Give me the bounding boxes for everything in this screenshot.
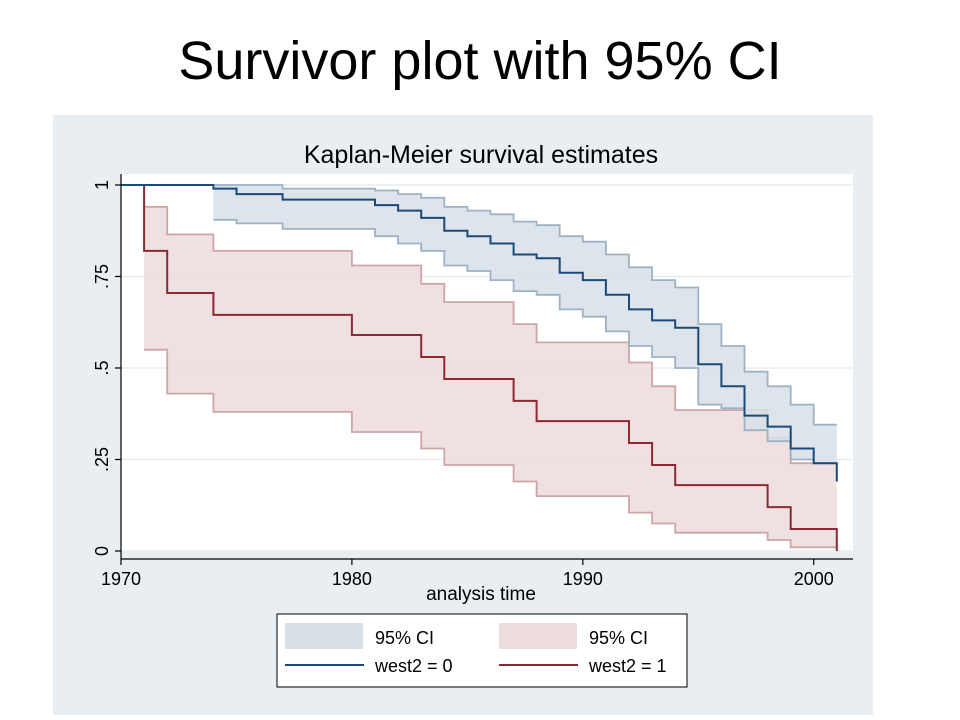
- ci-lower-series-1: [144, 348, 837, 549]
- axis-layer: 0 .25 .5 .75 1 1970 1980 1990 2000: [92, 174, 853, 589]
- x-tick-label-1: 1980: [332, 569, 372, 589]
- chart-title: Kaplan-Meier survival estimates: [304, 141, 658, 169]
- y-tick-label-3: .75: [92, 264, 112, 289]
- legend: 95% CI 95% CI west2 = 0 west2 = 1: [276, 613, 688, 688]
- legend-label-ci-west0: 95% CI: [375, 628, 434, 648]
- ci-layer: [144, 184, 837, 549]
- km-chart: Kaplan-Meier survival estimates 0 .25 .5 .7…: [92, 141, 853, 688]
- ci-upper-series-0: [213, 184, 837, 426]
- x-tick-label-3: 2000: [794, 569, 834, 589]
- y-tick-label-4: 1: [92, 180, 112, 190]
- y-tick-label-0: 0: [92, 546, 112, 556]
- x-tick-label-0: 1970: [101, 569, 141, 589]
- legend-label-ci-west1: 95% CI: [589, 628, 648, 648]
- legend-label-west0: west2 = 0: [374, 656, 453, 676]
- x-tick-label-2: 1990: [563, 569, 603, 589]
- chart-panel: Kaplan-Meier survival estimates 0 .25 .5 .7…: [53, 115, 873, 715]
- y-tick-label-1: .25: [92, 447, 112, 472]
- km-line-series-1: [121, 184, 838, 551]
- legend-swatch-ci-west0: [285, 623, 363, 649]
- line-layer: [121, 184, 838, 551]
- y-tick-label-2: .5: [92, 360, 112, 375]
- slide-title: Survivor plot with 95% CI: [178, 31, 782, 91]
- ci-lower-series-0: [213, 218, 837, 465]
- ci-band-series-1: [144, 206, 837, 548]
- km-line-series-0: [121, 184, 838, 482]
- legend-swatch-ci-west1: [499, 623, 577, 649]
- legend-label-west1: west2 = 1: [588, 656, 667, 676]
- x-axis-label: analysis time: [426, 584, 536, 605]
